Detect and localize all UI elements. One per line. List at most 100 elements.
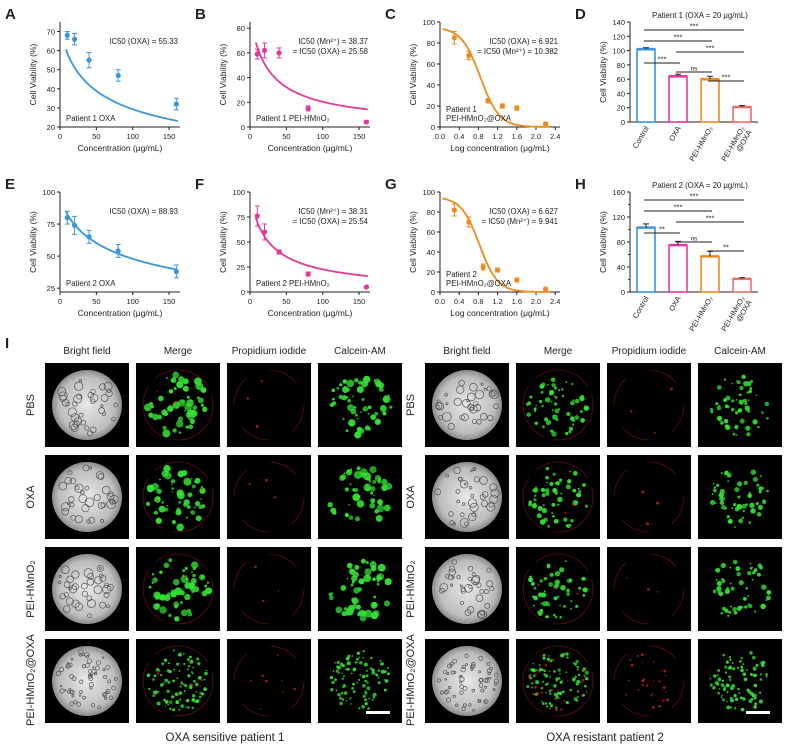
- dead-image: [233, 461, 305, 533]
- series-label: Patient 2: [446, 270, 477, 279]
- bar: [700, 78, 720, 123]
- live-image: [709, 651, 768, 712]
- dead-image: [613, 645, 685, 717]
- micrograph-tile: [227, 639, 311, 723]
- column-title: Merge: [163, 346, 193, 357]
- y-tick-label: 80: [427, 208, 435, 217]
- y-tick-label: 100: [232, 188, 245, 197]
- y-tick-label: 80: [617, 238, 625, 247]
- x-tick-label: 50: [92, 132, 100, 141]
- y-tick-label: 120: [612, 213, 625, 222]
- significance-label: ns: [691, 66, 699, 73]
- panel-letter-f: F: [195, 176, 205, 193]
- significance-label: ***: [674, 203, 683, 212]
- ic50-annotation: = IC50 (Mn²⁺) = 9.941: [482, 217, 559, 226]
- group-caption: OXA resistant patient 2: [546, 732, 664, 744]
- x-axis-label: Log concentration (μg/mL): [450, 143, 550, 153]
- merge-image: [522, 461, 594, 533]
- category-label: OXA: [667, 295, 683, 313]
- micrograph-tile: [45, 363, 129, 447]
- data-point: [276, 50, 282, 56]
- significance-label: ***: [674, 33, 683, 42]
- data-point: [543, 286, 549, 292]
- micrograph-tile: [136, 547, 220, 631]
- micrograph-tile: [698, 363, 782, 447]
- column-title: Bright field: [443, 346, 491, 357]
- data-point: [495, 267, 501, 273]
- ic50-annotation: IC50 (Mn²⁺) = 38.37: [298, 37, 368, 46]
- row-label: PEI-HMnO₂@OXA: [25, 634, 37, 726]
- data-point: [71, 222, 78, 228]
- dead-image: [613, 461, 685, 533]
- row-label: PBS: [405, 394, 417, 417]
- micrograph-tile: [698, 455, 782, 539]
- chart-a: 20 30 40 50 60 70 Cell Viability (%) 0 50 100 150C…: [28, 22, 180, 153]
- data-point: [254, 51, 260, 57]
- scale-bar: [366, 711, 390, 714]
- y-tick-label: 80: [427, 39, 435, 48]
- micrograph-tile: [425, 639, 509, 723]
- category-label: Control: [631, 294, 651, 320]
- data-point: [466, 53, 472, 59]
- category-label: PEI-HMnO₂: [687, 294, 714, 332]
- x-tick-label: 150: [163, 297, 176, 306]
- bar: [700, 255, 720, 293]
- y-tick-label: 20: [427, 102, 435, 111]
- panel-letter-d: D: [575, 6, 586, 23]
- y-tick-label: 70: [47, 28, 55, 37]
- data-point: [71, 36, 78, 42]
- chart-g: 0 20 40 60 80 100 Cell Viability (%) 0.0 0.4 0.8 1…: [408, 188, 560, 318]
- y-tick-label: 120: [612, 32, 625, 41]
- merge-image: [142, 645, 214, 717]
- live-image: [328, 558, 392, 622]
- chart-b: 0 20 40 60 80 Cell Viability (%) 0 50 100 150Conc…: [218, 22, 370, 153]
- data-point: [254, 213, 260, 219]
- x-tick-label: 0.0: [435, 297, 445, 306]
- category-label: Control: [631, 124, 651, 150]
- bar: [732, 106, 752, 123]
- data-point: [305, 105, 311, 112]
- significance-label: ***: [706, 44, 715, 53]
- data-point: [499, 103, 505, 109]
- live-image: [327, 465, 393, 522]
- x-tick-label: 2.4: [550, 132, 560, 141]
- dead-image: [233, 553, 305, 625]
- y-tick-label: 25: [47, 284, 55, 293]
- series-label: PEI-HMnO₂@OXA: [446, 279, 512, 288]
- y-tick-label: 75: [47, 220, 55, 229]
- bright-image: [52, 462, 122, 532]
- x-tick-label: 0: [248, 297, 252, 306]
- micrograph-tile: [136, 455, 220, 539]
- dead-image: [613, 369, 685, 441]
- data-point: [115, 72, 121, 79]
- y-tick-label: 80: [237, 24, 245, 33]
- series-label: Patient 2 OXA: [66, 279, 116, 288]
- significance-label: ***: [722, 73, 731, 82]
- micrograph-tile: [516, 639, 600, 723]
- bar: [668, 244, 688, 293]
- ic50-annotation: IC50 (Mn²⁺) = 38.31: [298, 207, 368, 216]
- live-image: [712, 559, 772, 617]
- series-label: PEI-HMnO₂@OXA: [446, 114, 512, 123]
- micrograph-tile: [136, 639, 220, 723]
- micrograph-tile: [698, 547, 782, 631]
- y-tick-label: 0: [241, 288, 245, 297]
- row-label: PEI-HMnO₂: [405, 560, 417, 618]
- column-title: Bright field: [63, 346, 111, 357]
- data-point: [466, 219, 472, 225]
- live-image: [709, 374, 770, 437]
- y-axis-label: Cell Viability (%): [598, 41, 608, 103]
- micrograph-tile: [425, 547, 509, 631]
- scale-bar: [746, 711, 770, 714]
- data-point: [115, 248, 121, 254]
- ic50-annotation: IC50 (OXA) = 6.921: [489, 37, 558, 46]
- panel-letter-i: I: [5, 335, 10, 352]
- merge-image: [142, 553, 214, 625]
- merge-image: [142, 461, 214, 533]
- column-title: Propidium iodide: [231, 346, 307, 357]
- micrograph-tile: [607, 363, 691, 447]
- bar: [668, 75, 688, 123]
- y-tick-label: 0: [621, 288, 625, 297]
- significance-label: **: [723, 243, 729, 252]
